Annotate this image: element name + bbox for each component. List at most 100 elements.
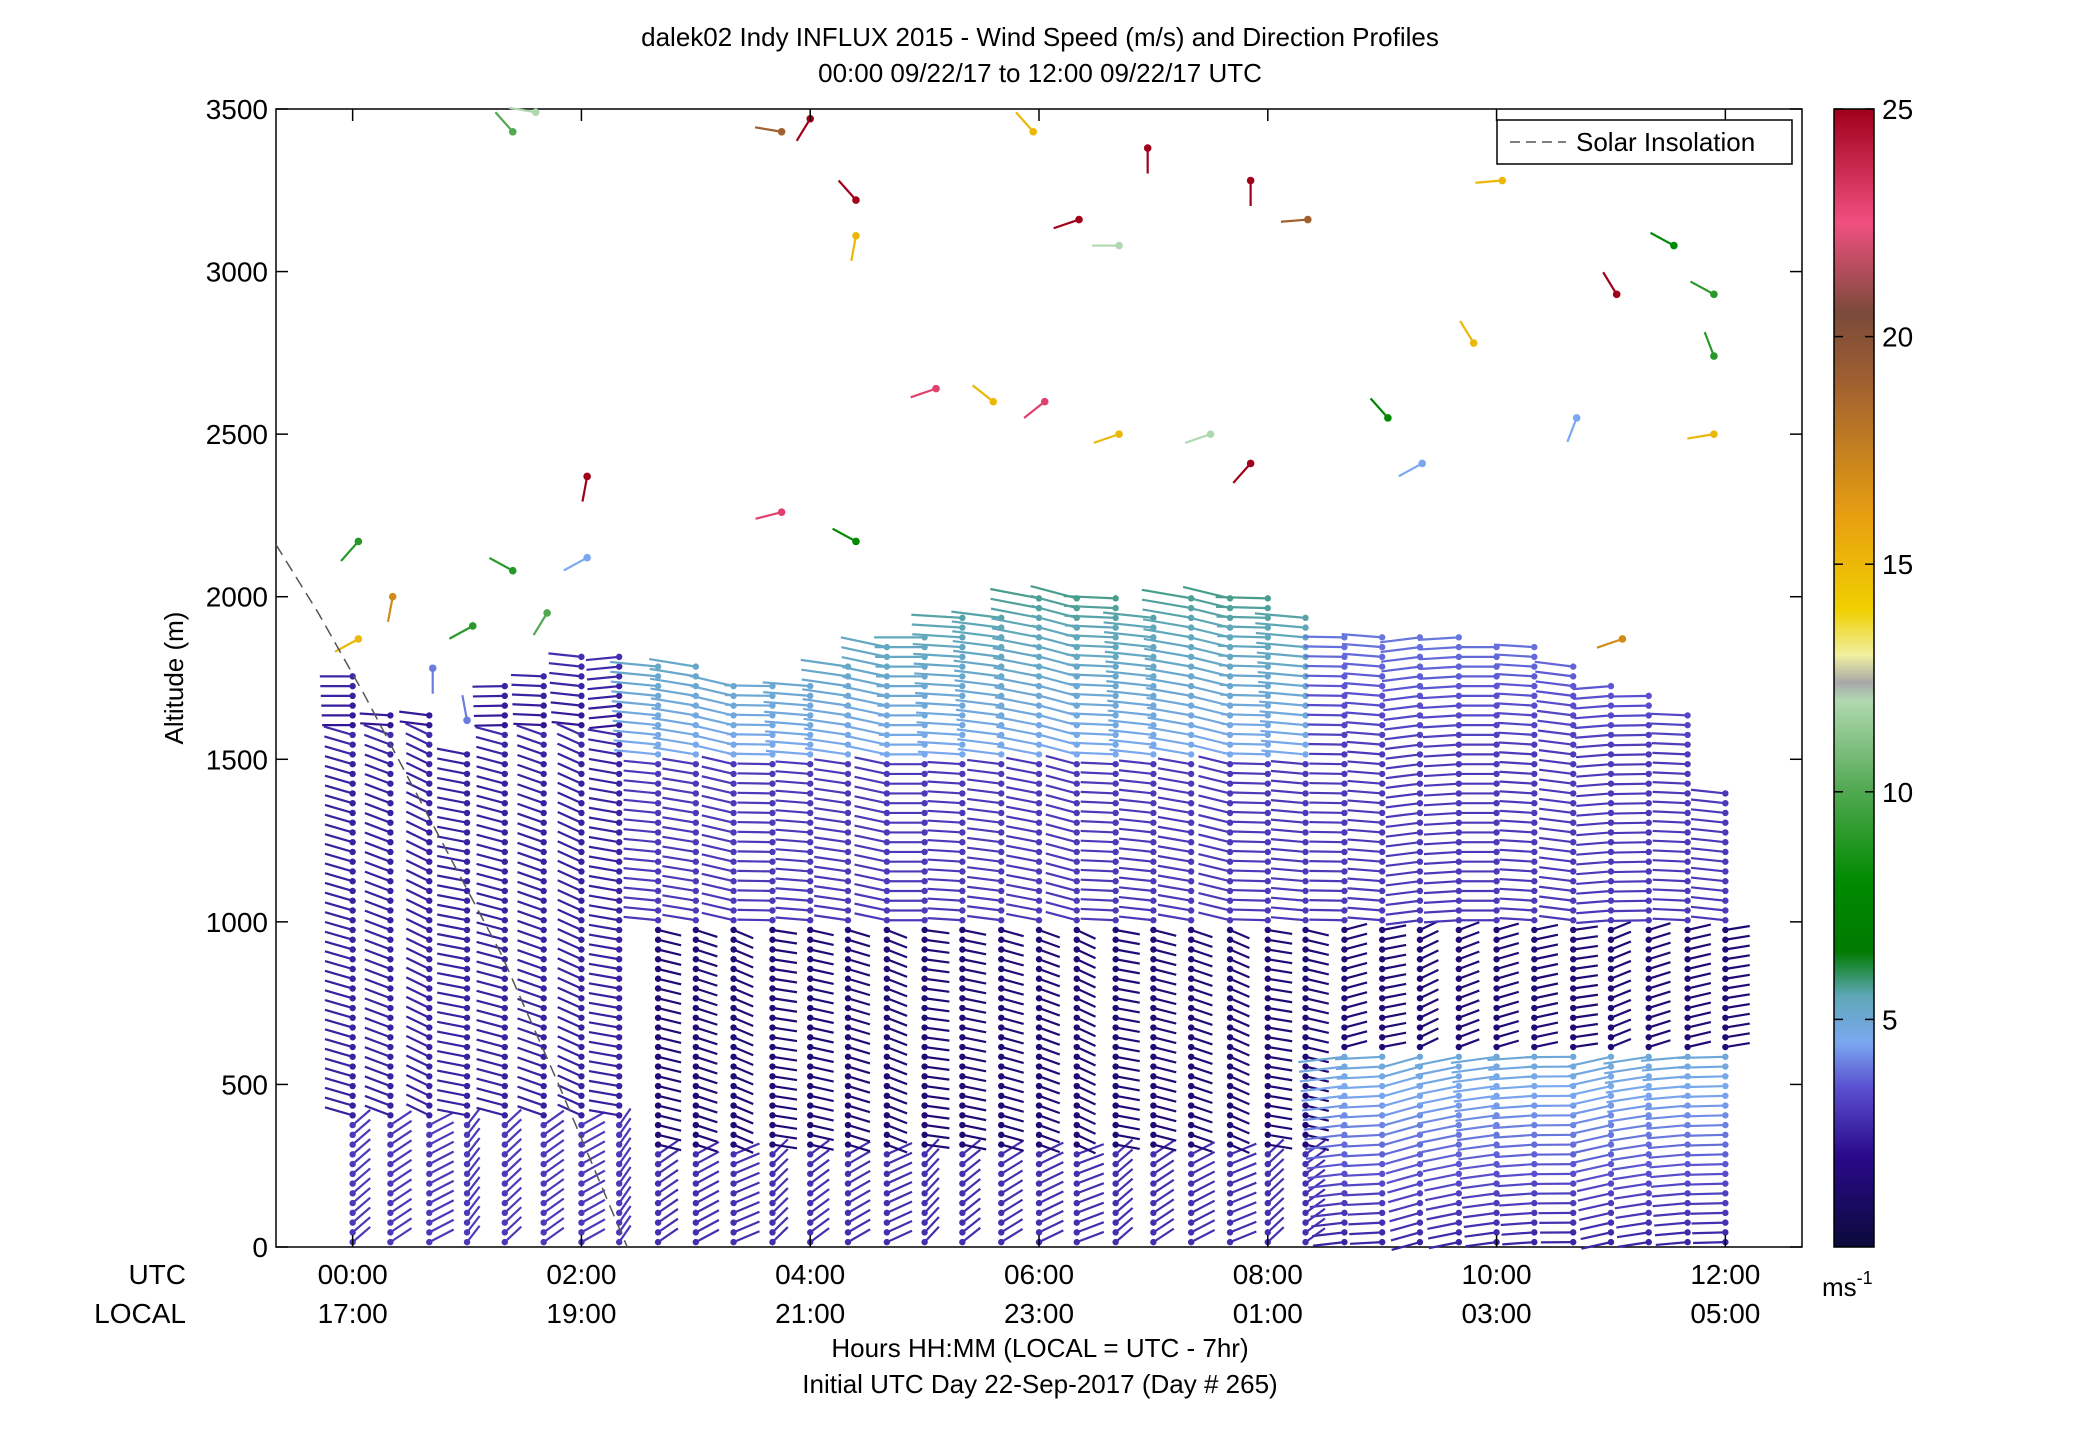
wind-barb-shaft bbox=[1386, 754, 1420, 758]
wind-barb-shaft bbox=[477, 1088, 505, 1095]
wind-barb-shaft bbox=[1379, 1067, 1420, 1078]
wind-barb-shaft bbox=[925, 1096, 950, 1099]
wind-barb-shaft bbox=[1309, 744, 1345, 745]
wind-barb-shaft bbox=[1382, 667, 1420, 672]
wind-barb-shaft bbox=[1271, 898, 1306, 901]
wind-barb-dot bbox=[578, 741, 584, 747]
wind-barb-shaft bbox=[855, 874, 887, 881]
wind-barb-shaft bbox=[737, 822, 772, 823]
wind-barb-dot bbox=[1379, 1200, 1385, 1206]
wind-barb-shaft bbox=[887, 998, 907, 1006]
wind-barb-dot bbox=[1379, 1180, 1385, 1186]
wind-barb-shaft bbox=[1576, 813, 1611, 816]
wind-barb-shaft bbox=[477, 893, 505, 900]
x-tick-label-local: 17:00 bbox=[318, 1298, 388, 1329]
wind-barb-dot bbox=[1684, 937, 1690, 943]
wind-barb-shaft bbox=[658, 1047, 681, 1053]
wind-barb-shaft bbox=[848, 1145, 870, 1152]
wind-barb-shaft bbox=[1618, 1242, 1649, 1247]
wind-barb-shaft bbox=[925, 989, 950, 992]
wind-barb-dot bbox=[998, 1034, 1004, 1040]
wind-barb-shaft bbox=[1388, 1184, 1420, 1193]
wind-barb-dot bbox=[540, 917, 546, 923]
wind-barb-shaft bbox=[1158, 817, 1191, 823]
wind-barb-dot bbox=[921, 819, 927, 825]
wind-barb-dot bbox=[884, 1112, 890, 1118]
wind-barb-shaft bbox=[1498, 1184, 1535, 1187]
wind-barb-shaft bbox=[1648, 1145, 1688, 1148]
wind-barb-shaft bbox=[658, 1008, 681, 1014]
wind-barb-shaft bbox=[518, 843, 544, 852]
wind-barb-dot bbox=[1341, 1044, 1347, 1050]
wind-barb-shaft bbox=[1682, 1106, 1725, 1107]
wind-barb-dot bbox=[1341, 927, 1347, 933]
wind-barb-dot bbox=[1302, 1122, 1308, 1128]
wind-barb-dot bbox=[845, 1200, 851, 1206]
wind-barb-shaft bbox=[1616, 1213, 1649, 1218]
wind-barb-dot bbox=[1265, 1054, 1271, 1060]
wind-barb-shaft bbox=[1039, 1037, 1060, 1045]
wind-barb-shaft bbox=[1649, 962, 1671, 969]
wind-barb-dot bbox=[1341, 868, 1347, 874]
wind-barb-shaft bbox=[855, 806, 887, 813]
wind-barb-dot bbox=[1608, 859, 1614, 865]
wind-barb-dot bbox=[1722, 927, 1728, 933]
wind-barb-dot bbox=[1722, 917, 1728, 923]
wind-barb-dot bbox=[730, 878, 736, 884]
wind-barb-dot bbox=[616, 946, 622, 952]
wind-barb-dot bbox=[959, 1122, 965, 1128]
wind-barb-dot bbox=[426, 1102, 432, 1108]
wind-barb-dot bbox=[998, 849, 1004, 855]
wind-barb-dot bbox=[807, 1034, 813, 1040]
wind-barb-shaft bbox=[1343, 664, 1382, 667]
wind-barb-dot bbox=[1493, 819, 1499, 825]
wind-barb-shaft bbox=[1348, 800, 1383, 803]
wind-barb-dot bbox=[1684, 898, 1690, 904]
wind-barb-dot bbox=[1646, 898, 1652, 904]
wind-barb-dot bbox=[464, 1122, 470, 1128]
wind-barb-dot bbox=[387, 927, 393, 933]
wind-barb-dot bbox=[1456, 771, 1462, 777]
wind-barb-dot bbox=[464, 1229, 470, 1235]
wind-barb-dot bbox=[1227, 985, 1233, 991]
wind-barb-dot bbox=[616, 907, 622, 913]
wind-barb-dot bbox=[1531, 1024, 1537, 1030]
wind-barb-dot bbox=[502, 1073, 508, 1079]
wind-barb-dot bbox=[502, 1005, 508, 1011]
wind-barb-shaft bbox=[1576, 1174, 1611, 1182]
wind-barb-shaft bbox=[587, 676, 619, 679]
wind-barb-shaft bbox=[1006, 797, 1039, 803]
wind-barb-dot bbox=[578, 702, 584, 708]
wind-barb-shaft bbox=[658, 979, 681, 985]
wind-barb-shaft bbox=[855, 826, 887, 833]
wind-barb-dot bbox=[769, 1210, 775, 1216]
wind-barb-dot bbox=[1074, 1239, 1080, 1245]
wind-barb-shaft bbox=[1649, 1030, 1671, 1037]
wind-barb-shaft bbox=[1496, 1164, 1534, 1167]
wind-barb-shaft bbox=[1233, 841, 1268, 842]
wind-barb-shaft bbox=[702, 806, 734, 813]
wind-barb-dot bbox=[845, 1122, 851, 1128]
wind-barb-dot bbox=[769, 888, 775, 894]
wind-barb-shaft bbox=[1576, 852, 1611, 855]
wind-barb-dot bbox=[884, 1005, 890, 1011]
wind-barb-shaft bbox=[1419, 1106, 1459, 1114]
wind-barb-dot bbox=[426, 1093, 432, 1099]
wind-barb-dot bbox=[1722, 1161, 1728, 1167]
wind-barb-dot bbox=[1188, 1141, 1194, 1147]
wind-barb-dot bbox=[921, 829, 927, 835]
wind-barb-dot bbox=[655, 1122, 661, 1128]
wind-barb-shaft bbox=[406, 1085, 429, 1096]
wind-barb-dot bbox=[959, 907, 965, 913]
wind-barb-dot bbox=[464, 849, 470, 855]
wind-barb-dot bbox=[464, 956, 470, 962]
wind-barb-shaft bbox=[558, 792, 582, 803]
wind-barb-dot bbox=[1265, 878, 1271, 884]
wind-barb-shaft bbox=[1381, 647, 1420, 652]
wind-barb-shaft bbox=[365, 989, 391, 999]
wind-barb-dot bbox=[1227, 888, 1233, 894]
wind-barb-dot bbox=[1379, 937, 1385, 943]
wind-barb-dot bbox=[349, 741, 355, 747]
wind-barb-shaft bbox=[1611, 971, 1631, 979]
colorbar-unit-label: ms-1 bbox=[1822, 1268, 1873, 1302]
